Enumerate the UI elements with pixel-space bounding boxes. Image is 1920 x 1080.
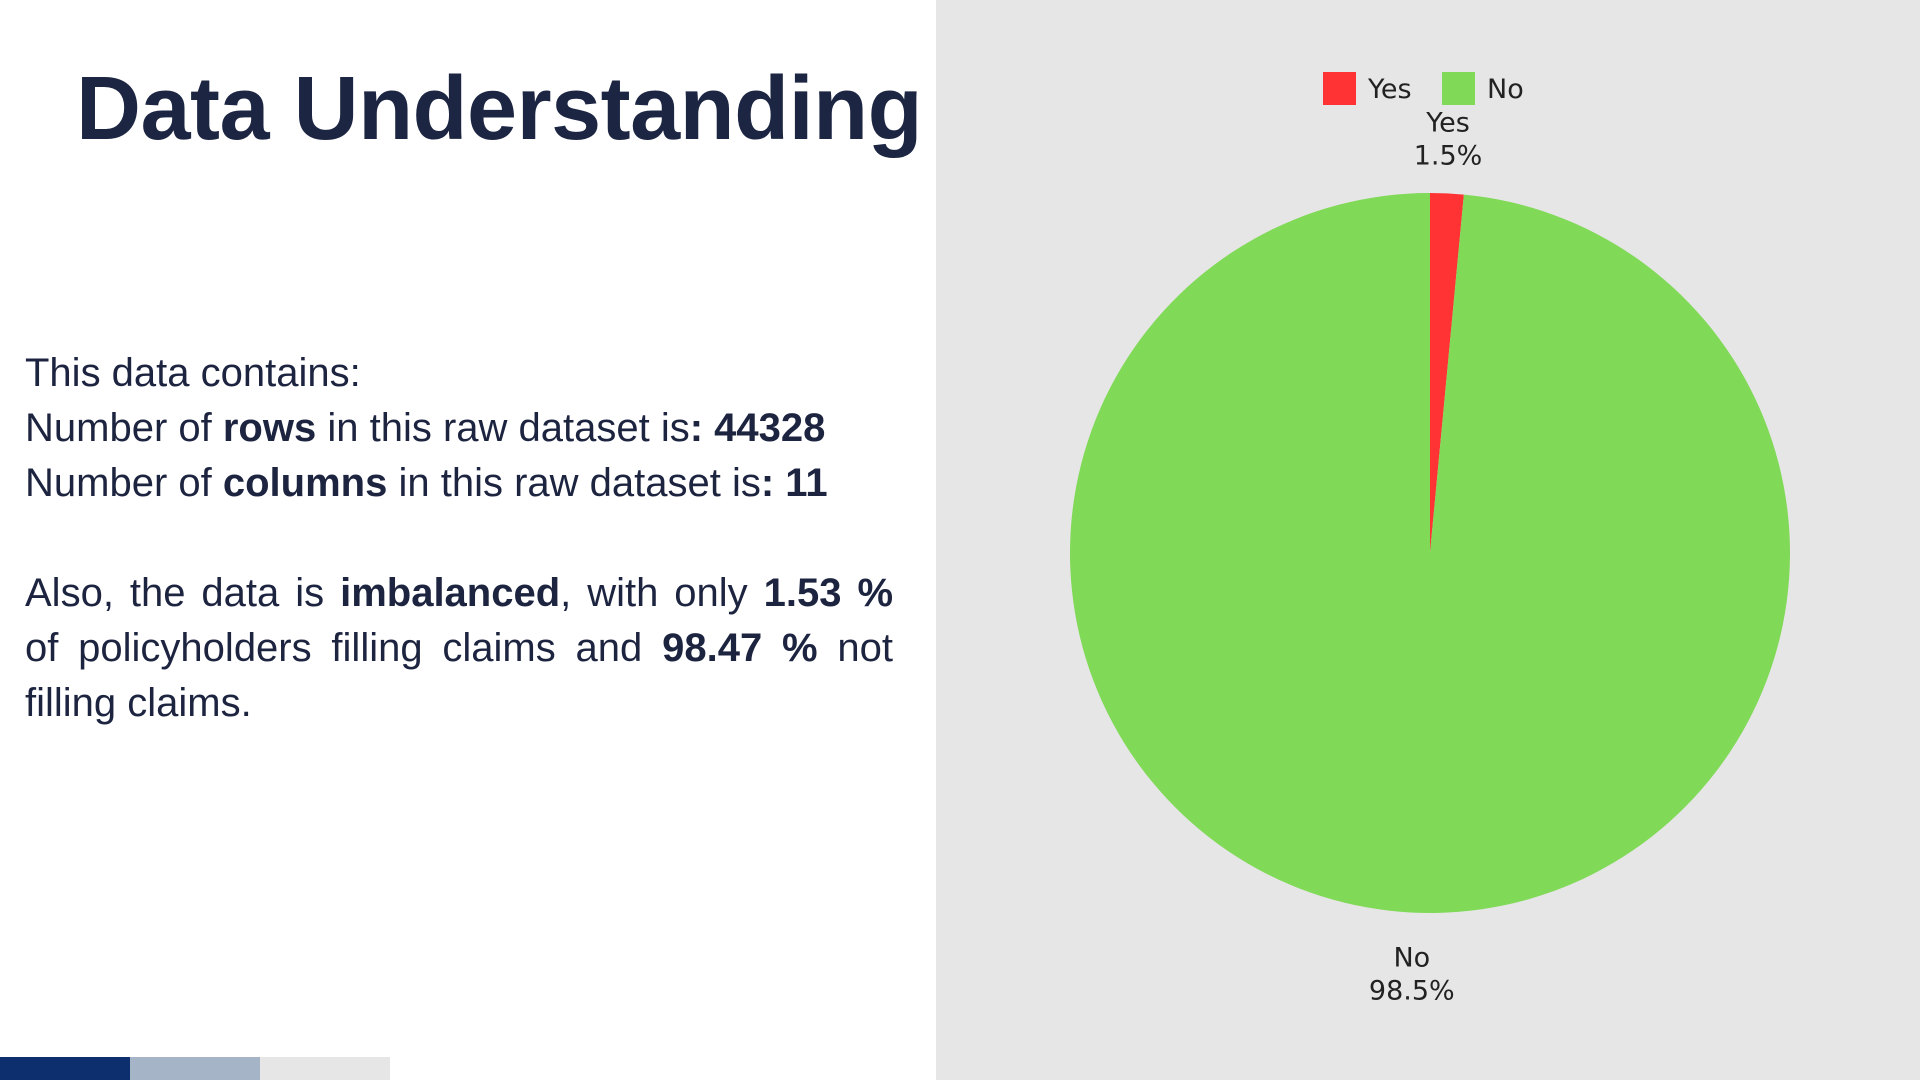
legend-swatch-no (1442, 72, 1475, 105)
legend-label-no: No (1487, 74, 1524, 105)
pie-slice-yes (1430, 193, 1464, 553)
intro-line: This data contains: (25, 351, 361, 395)
slice-label-no: No (1393, 943, 1430, 974)
slice-value-yes: 1.5% (1414, 140, 1483, 171)
imbalanced-keyword: imbalanced (340, 571, 561, 615)
footer-bar-segment-mid (130, 1057, 260, 1080)
columns-keyword: columns (222, 461, 388, 505)
columns-line: Number of columns in this raw dataset is… (25, 461, 828, 505)
columns-value: : 11 (760, 461, 828, 505)
yes-percent-value: 1.53 % (763, 571, 894, 615)
chart-panel: Yes 1.5% No 98.5% Yes No (936, 0, 1920, 1080)
rows-line: Number of rows in this raw dataset is: 4… (25, 406, 826, 450)
pie-slice-no (1070, 193, 1790, 914)
slice-value-no: 98.5% (1369, 976, 1455, 1007)
rows-value: : 44328 (689, 406, 826, 450)
legend-swatch-yes (1323, 72, 1356, 105)
footer-bar-segment-dark (0, 1057, 130, 1080)
footer-bar-segment-light (260, 1057, 390, 1080)
paragraph-gap (25, 511, 893, 566)
no-percent-value: 98.47 % (662, 626, 818, 670)
slice-label-yes: Yes (1425, 107, 1470, 138)
text-panel: Data Understanding This data contains: N… (0, 0, 936, 1080)
legend-label-yes: Yes (1367, 74, 1412, 105)
rows-keyword: rows (222, 406, 317, 450)
description-text: This data contains: Number of rows in th… (25, 346, 893, 731)
page-title: Data Understanding (76, 59, 923, 159)
imbalance-paragraph: Also, the data is imbalanced, with only … (25, 571, 894, 725)
